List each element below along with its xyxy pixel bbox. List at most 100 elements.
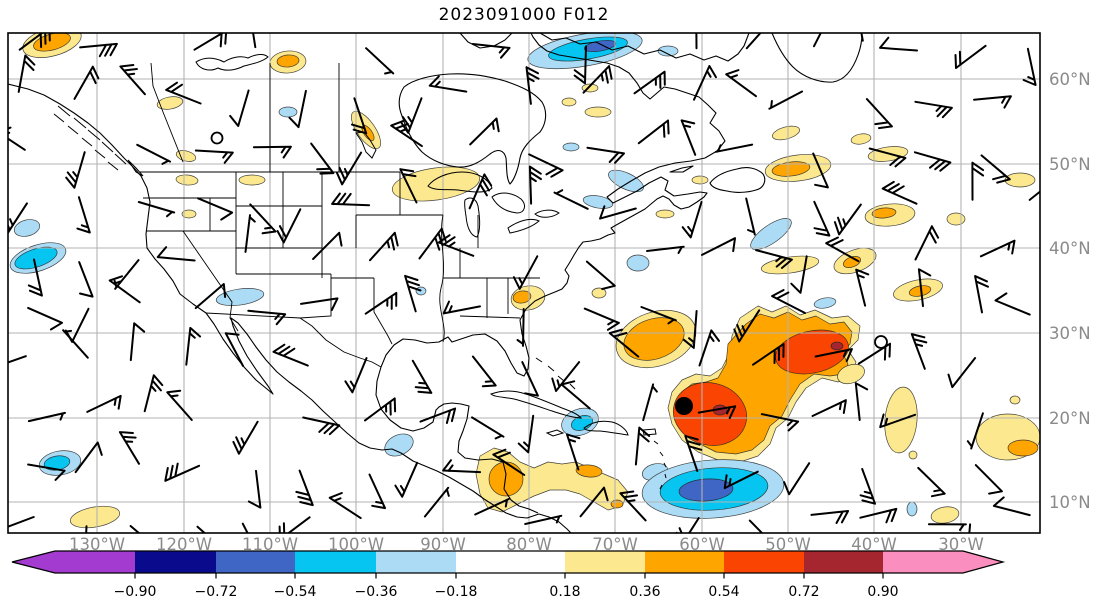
wind-barb [512, 255, 539, 290]
colorbar-segment-lightblue [376, 551, 456, 573]
wind-barb [229, 89, 250, 127]
lon-tick-label: 30°W [938, 535, 984, 554]
wind-barb [74, 441, 103, 474]
anomaly-region-orange [610, 499, 624, 509]
wind-barb [1028, 190, 1040, 201]
anomaly-region-yellow [69, 505, 121, 529]
lake [507, 218, 540, 234]
wind-barb [418, 227, 447, 260]
political-border [373, 278, 393, 345]
wind-barb [331, 192, 371, 207]
wind-barb [76, 196, 91, 234]
lat-tick-label: 60°N [1049, 70, 1091, 89]
wind-barb [723, 470, 759, 490]
wind-barb [619, 490, 647, 522]
island-coastline [653, 440, 667, 490]
wind-barbs-layer [8, 33, 1040, 533]
lon-tick-label: 120°W [156, 535, 212, 554]
wind-barb [585, 260, 616, 290]
wind-barb [966, 412, 984, 450]
plot-title: 2023091000 F012 [438, 5, 610, 25]
colorbar-segment-darkred [804, 551, 883, 573]
island-coastline [545, 429, 565, 437]
wind-barb [419, 407, 457, 424]
wind-barb [471, 43, 511, 59]
wind-barb [137, 201, 176, 218]
lon-tick-label: 70°W [592, 535, 638, 554]
coastline [459, 33, 513, 49]
wind-barb [113, 259, 140, 290]
anomaly-region-yellow [238, 174, 266, 186]
lat-tick-label: 50°N [1049, 155, 1091, 174]
wind-barb [994, 292, 1031, 316]
wind-barb [681, 201, 703, 239]
colorbar-tick-label: 0.72 [788, 584, 819, 600]
lon-tick-label: 60°W [679, 535, 725, 554]
wind-barb [8, 516, 35, 528]
colorbar-segment-purple [12, 551, 135, 573]
wind-barb [423, 486, 450, 518]
lon-tick-label: 100°W [328, 535, 384, 554]
wind-barb [295, 469, 314, 507]
wind-barb [783, 462, 811, 496]
anomaly-region-lightblue [608, 169, 644, 193]
wind-barb [428, 75, 468, 93]
colorbar-segment-cyan [295, 551, 376, 573]
colorbar: −0.90 −0.72 −0.54 −0.36 −0.18 0.18 0.36 0.54 0.7… [11, 550, 1006, 600]
wind-barb [745, 33, 762, 50]
lat-tick-label: 20°N [1049, 409, 1091, 428]
wind-barb [249, 203, 277, 235]
wind-barb [910, 333, 928, 370]
wind-barb [992, 496, 1031, 517]
wind-barb [566, 433, 581, 471]
wind-barb [364, 397, 397, 422]
wind-barb [854, 382, 869, 421]
colorbar-tick-label: 0.54 [708, 584, 739, 600]
lon-tick-label: 40°W [851, 535, 897, 554]
colorbar-tick-label: 0.18 [549, 584, 580, 600]
lat-tick-label: 10°N [1049, 493, 1091, 512]
lat-tick-label: 30°N [1049, 324, 1091, 343]
anomaly-region-lightblue [384, 433, 414, 457]
wind-barb [855, 268, 870, 307]
political-border [150, 62, 184, 163]
wind-barb [865, 98, 893, 130]
wind-barb [335, 151, 363, 186]
wind-barb [224, 332, 244, 367]
wind-barb [62, 329, 89, 359]
wind-barb [682, 310, 698, 349]
political-border [459, 315, 521, 319]
wind-barb [790, 255, 808, 294]
wind-barb [302, 416, 341, 436]
island-coastline [642, 428, 657, 436]
wind-barb [755, 249, 793, 269]
wind-barb [860, 33, 864, 42]
wind-barb [528, 153, 564, 178]
anomaly-region-yellow [181, 209, 197, 219]
wind-barb [365, 47, 395, 75]
wind-barb [276, 208, 302, 244]
wind-barb [693, 65, 717, 101]
political-border [182, 230, 239, 332]
wind-barb [634, 426, 651, 466]
wind-barb [586, 146, 625, 164]
axis-labels: 130°W 120°W 110°W 100°W 90°W 80°W 70°W 60°W 50°W… [69, 70, 1091, 554]
wind-barb [8, 355, 27, 364]
wind-barb [684, 434, 703, 472]
lon-tick-label: 110°W [242, 535, 298, 554]
wind-barb [411, 359, 433, 394]
colorbar-tick-label: −0.54 [274, 584, 317, 600]
wind-barb [553, 189, 589, 210]
wind-barb [954, 44, 987, 69]
wind-barb [745, 197, 756, 236]
anomaly-region-blue [583, 39, 617, 53]
wind-barb [108, 275, 141, 304]
colorbar-segment-pink [883, 551, 1003, 573]
anomaly-region-orangered [775, 329, 849, 375]
wind-barb [18, 33, 51, 51]
wind-barb [272, 343, 309, 367]
wind-barb [194, 149, 234, 164]
wind-barb [633, 70, 666, 95]
wind-barb [637, 119, 670, 145]
wind-barb [164, 462, 201, 482]
